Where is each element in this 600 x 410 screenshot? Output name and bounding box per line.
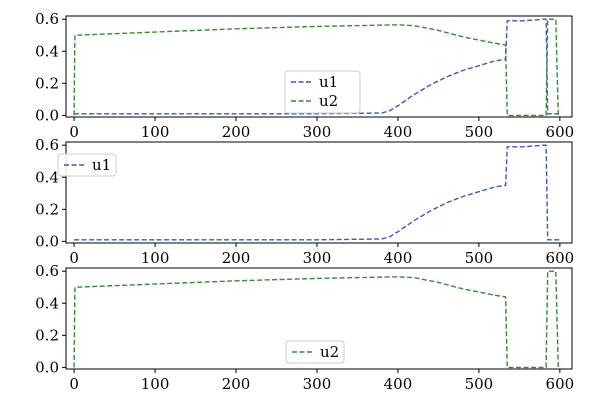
legend-label-u1: u1 [92, 156, 111, 174]
series-line-u2 [73, 18, 559, 117]
x-tick-label: 0 [69, 123, 79, 141]
x-tick-label: 0 [69, 249, 79, 267]
legend-label-u1: u1 [319, 73, 338, 91]
y-tick-label: 0.4 [35, 294, 59, 312]
y-tick-label: 0.4 [35, 42, 59, 60]
x-tick-label: 0 [69, 375, 79, 393]
subplot-3: 0 100 200 300 400 500 600 0.0 0.2 0.4 0.6 u2 [35, 262, 574, 393]
series-line-u1 [74, 18, 560, 115]
y-tick-label: 0.6 [35, 10, 59, 28]
x-tick-label: 100 [141, 123, 170, 141]
y-tick-label: 0.2 [35, 200, 59, 218]
axes-frame [65, 267, 573, 370]
legend-box [284, 70, 361, 114]
y-tick-label: 0.2 [35, 74, 59, 92]
x-tick-label: 300 [303, 375, 332, 393]
x-tick-label: 600 [546, 249, 575, 267]
x-tick-label: 500 [465, 123, 494, 141]
y-tick-label: 0.0 [35, 106, 59, 124]
x-tick-label: 400 [384, 249, 413, 267]
x-tick-label: 200 [222, 375, 251, 393]
y-tick-label: 0.0 [35, 232, 59, 250]
y-tick-label: 0.4 [35, 168, 59, 186]
series-line-u2 [73, 270, 559, 369]
x-tick-label: 300 [303, 123, 332, 141]
x-tick-label: 200 [222, 123, 251, 141]
y-tick-label: 0.2 [35, 326, 59, 344]
axes-frame [65, 141, 573, 244]
x-tick-label: 500 [465, 375, 494, 393]
series-line-u1 [74, 144, 560, 241]
legend: u1 [57, 153, 117, 177]
subplot-2: 0 100 200 300 400 500 600 0.0 0.2 0.4 0.6 u1 [35, 136, 574, 267]
legend: u2 [285, 340, 345, 364]
x-tick-label: 400 [384, 375, 413, 393]
legend-box [285, 340, 345, 364]
legend-label-u2: u2 [319, 92, 338, 110]
x-tick-label: 400 [384, 123, 413, 141]
y-tick-label: 0.6 [35, 136, 59, 154]
x-tick-label: 600 [546, 375, 575, 393]
x-tick-label: 500 [465, 249, 494, 267]
x-tick-label: 100 [141, 249, 170, 267]
x-tick-label: 100 [141, 375, 170, 393]
y-tick-label: 0.6 [35, 262, 59, 280]
y-tick-label: 0.0 [35, 358, 59, 376]
x-tick-label: 600 [546, 123, 575, 141]
x-tick-label: 300 [303, 249, 332, 267]
legend-label-u2: u2 [320, 343, 339, 361]
legend-box [57, 153, 117, 177]
axes-frame [65, 15, 573, 118]
x-tick-label: 200 [222, 249, 251, 267]
